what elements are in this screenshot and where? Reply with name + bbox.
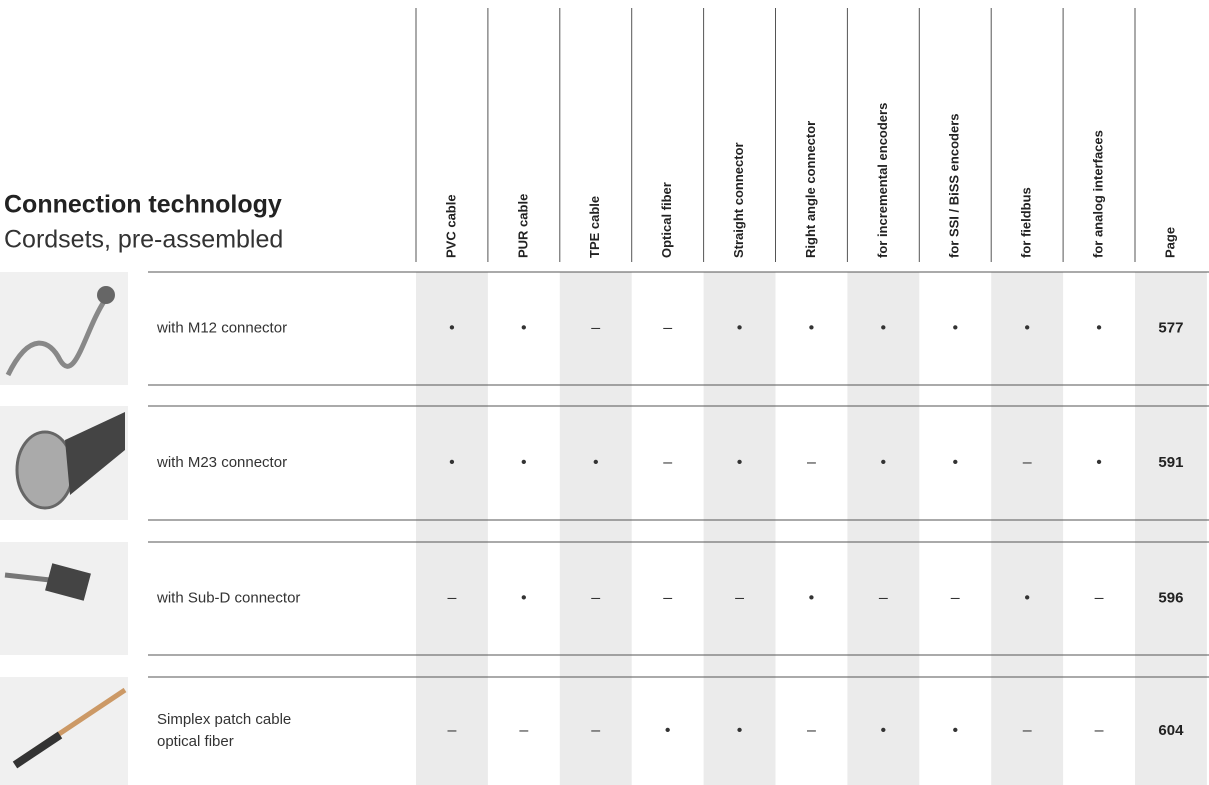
cell: • <box>952 320 958 337</box>
column-shade <box>847 272 920 785</box>
column-shade <box>1135 272 1207 785</box>
cell: • <box>1024 320 1030 337</box>
page-number: 591 <box>1158 454 1183 471</box>
column-header: Right angle connector <box>803 121 818 258</box>
cell: • <box>952 722 958 739</box>
cell: – <box>447 722 456 739</box>
column-header: TPE cable <box>587 196 602 258</box>
column-header: Optical fiber <box>659 182 674 258</box>
page-number: 596 <box>1158 589 1183 606</box>
column-header: PVC cable <box>443 194 458 258</box>
cell: – <box>879 590 888 607</box>
cell: – <box>591 590 600 607</box>
cell: – <box>807 722 816 739</box>
cell: – <box>1095 590 1104 607</box>
cell: • <box>809 320 815 337</box>
cell: • <box>521 454 527 471</box>
thumbnail <box>0 542 128 655</box>
cell: – <box>447 590 456 607</box>
cell: • <box>593 454 599 471</box>
row-label: with Sub-D connector <box>156 589 300 606</box>
cell: – <box>591 320 600 337</box>
column-shade <box>559 272 632 785</box>
cell: • <box>809 590 815 607</box>
cell: – <box>519 722 528 739</box>
column-shade <box>703 272 776 785</box>
column-header: for incremental encoders <box>875 103 890 258</box>
cell: – <box>663 320 672 337</box>
cell: • <box>449 320 455 337</box>
cell: • <box>737 454 743 471</box>
cell: – <box>1023 722 1032 739</box>
cell: – <box>1023 454 1032 471</box>
cell: • <box>1024 590 1030 607</box>
row-label: optical fiber <box>157 733 234 750</box>
cell: • <box>737 320 743 337</box>
subtitle: Cordsets, pre-assembled <box>4 226 283 254</box>
cell: • <box>737 722 743 739</box>
cell: • <box>1096 454 1102 471</box>
cell: • <box>1096 320 1102 337</box>
cell: – <box>951 590 960 607</box>
row-label: with M23 connector <box>156 454 287 471</box>
title: Connection technology <box>4 191 282 219</box>
cell: • <box>521 590 527 607</box>
column-header: Page <box>1162 227 1177 258</box>
thumbnails <box>0 272 128 785</box>
cell: – <box>591 722 600 739</box>
column-header: for analog interfaces <box>1090 130 1105 258</box>
column-header: PUR cable <box>515 194 530 258</box>
page-number: 577 <box>1158 319 1183 336</box>
cell: – <box>1095 722 1104 739</box>
row-label: Simplex patch cable <box>157 711 291 728</box>
row-label: with M12 connector <box>156 319 287 336</box>
cell: – <box>663 454 672 471</box>
cell: – <box>807 454 816 471</box>
column-header: for fieldbus <box>1019 187 1034 258</box>
column-shade <box>416 272 488 785</box>
cell: • <box>881 320 887 337</box>
cell: • <box>881 454 887 471</box>
column-shade <box>991 272 1064 785</box>
cell: – <box>663 590 672 607</box>
cell: • <box>521 320 527 337</box>
page-number: 604 <box>1158 722 1184 739</box>
column-header: for SSI / BiSS encoders <box>947 114 962 259</box>
cell: – <box>735 590 744 607</box>
column-header: Straight connector <box>731 142 746 258</box>
cell: • <box>881 722 887 739</box>
cell: • <box>952 454 958 471</box>
cell: • <box>665 722 671 739</box>
cell: • <box>449 454 455 471</box>
